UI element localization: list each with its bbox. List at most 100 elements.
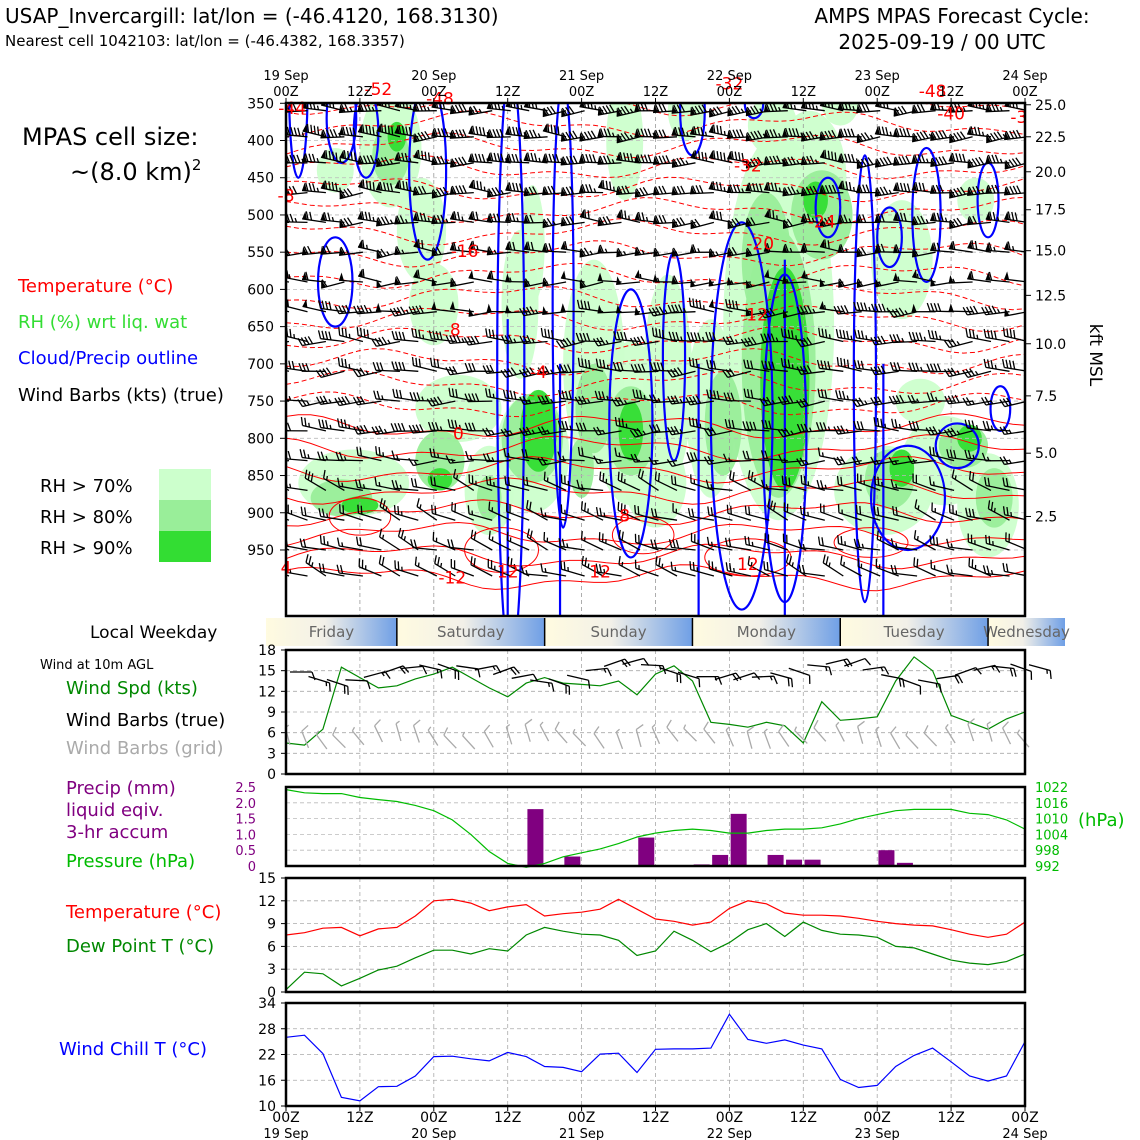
cs-barb-11-69-full-0 bbox=[685, 397, 691, 406]
cs-barb-1-63-full-3 bbox=[661, 103, 667, 112]
wind-barb-true-2-full-1 bbox=[343, 685, 346, 694]
cs-barb-8-63-full-3 bbox=[658, 306, 665, 315]
cs-barb-15-45-half-1 bbox=[544, 512, 547, 517]
cs-barb-3-18-full-1 bbox=[377, 157, 383, 166]
cs-barb-16-6-staff bbox=[302, 546, 326, 551]
cs-barb-3-36-full-4 bbox=[500, 153, 504, 163]
cs-barb-9-69-full-2 bbox=[693, 332, 698, 341]
cs-barb-10-33 bbox=[464, 362, 493, 372]
p-label-650: 650 bbox=[247, 320, 274, 336]
temp-label-13: -8 bbox=[444, 320, 461, 340]
cs-barb-9-75-half-3 bbox=[734, 339, 739, 344]
cs-barb-11-54-full-1 bbox=[598, 390, 602, 400]
kft-label-9: 2.5 bbox=[1035, 509, 1057, 525]
cs-barb-16-96-full-1 bbox=[857, 539, 861, 548]
cs-barb-12-72-full-2 bbox=[710, 426, 717, 435]
cs-barb-8-18-pennant-0 bbox=[375, 302, 381, 312]
cs-barb-6-102-full-1 bbox=[895, 244, 900, 253]
wind-barb-true-38-full-0 bbox=[1013, 668, 1017, 677]
cs-barb-8-78-half-1 bbox=[748, 310, 753, 316]
cs-barb-12-54-full-0 bbox=[592, 427, 599, 436]
cs-barb-9-6-staff bbox=[302, 340, 327, 347]
cs-barb-5-99-pennant-0 bbox=[874, 213, 880, 222]
cs-barb-1-111-full-3 bbox=[957, 103, 963, 112]
cs-barb-2-114-full-2 bbox=[973, 126, 978, 136]
cs-barb-10-60 bbox=[630, 363, 659, 373]
cs-barb-11-102 bbox=[888, 394, 918, 405]
cs-barb-17-111-half-1 bbox=[950, 569, 953, 574]
cs-barb-10-48-full-1 bbox=[560, 364, 565, 373]
cs-barb-1-102-full-2 bbox=[897, 106, 904, 115]
cs-barb-13-66 bbox=[666, 458, 696, 468]
cs-barb-11-48-full-1 bbox=[561, 390, 565, 399]
cs-barb-11-45-full-1 bbox=[541, 395, 547, 404]
cs-barb-0-66-half-3 bbox=[683, 82, 685, 86]
cs-barb-3-15-full-3 bbox=[366, 155, 372, 164]
cs-barb-2-3-full-1 bbox=[286, 126, 291, 136]
cs-barb-7-18-pennant-0 bbox=[376, 279, 382, 288]
cs-barb-5-12-pennant-0 bbox=[339, 219, 345, 228]
cs-barb-16-114-full-0 bbox=[967, 533, 970, 543]
cs-barb-15-42-full-0 bbox=[526, 499, 529, 509]
cs-barb-11-93-half-3 bbox=[846, 395, 849, 400]
wind-ylabel-0: 0 bbox=[267, 767, 276, 783]
cs-barb-0-114-full-2 bbox=[974, 77, 978, 85]
cs-barb-1-24-full-3 bbox=[422, 103, 427, 112]
cs-barb-9-93-full-2 bbox=[842, 330, 846, 339]
cs-barb-3-27-full-2 bbox=[436, 155, 442, 165]
cs-barb-9-39-staff bbox=[505, 340, 530, 345]
cs-barb-2-99-half-4 bbox=[889, 131, 892, 137]
cs-barb-5-45-pennant-0 bbox=[542, 219, 548, 228]
cs-barb-4-87-full-3 bbox=[809, 186, 815, 195]
cs-barb-9-114 bbox=[965, 328, 992, 343]
top-hour-4: 00Z bbox=[569, 85, 595, 100]
cs-barb-4-69-full-3 bbox=[698, 184, 704, 194]
cs-barb-0-30-full-2 bbox=[455, 84, 460, 92]
cs-barb-0-24-pennant-0 bbox=[412, 84, 418, 93]
cs-barb-2-42-full-2 bbox=[529, 129, 534, 139]
cs-barb-4-72-full-1 bbox=[712, 181, 716, 190]
cs-barb-16-102-full-0 bbox=[890, 538, 894, 547]
wind-barb-grid-28 bbox=[794, 726, 808, 744]
cs-barb-9-105-full-0 bbox=[908, 331, 913, 341]
cs-barb-4-51-full-2 bbox=[585, 184, 590, 193]
cs-barb-10-48-full-0 bbox=[556, 364, 562, 374]
wind-ylabel-1: 3 bbox=[267, 746, 276, 762]
cs-barb-10-57-full-0 bbox=[612, 361, 617, 371]
cs-barb-17-114-full-0 bbox=[968, 557, 971, 567]
cs-barb-8-81-full-0 bbox=[759, 310, 766, 319]
wind-barb-grid-35-staff bbox=[923, 732, 938, 747]
cs-barb-13-75-half-1 bbox=[728, 457, 732, 462]
cs-barb-1-69-full-1 bbox=[691, 106, 697, 115]
cs-barb-8-69-full-3 bbox=[699, 300, 702, 309]
cs-barb-1-81-full-3 bbox=[772, 103, 778, 112]
cs-barb-11-75-full-1 bbox=[726, 392, 732, 401]
cs-barb-6-90-pennant-0 bbox=[819, 239, 825, 248]
bottom-date-6: 22 Sep bbox=[707, 1127, 752, 1140]
top-date-6: 22 Sep bbox=[707, 69, 752, 84]
cs-barb-1-12-half-3 bbox=[349, 107, 353, 112]
cs-barb-15-33-half-1 bbox=[471, 510, 474, 515]
cs-barb-12-54 bbox=[592, 426, 622, 436]
wind-barb-grid-15 bbox=[554, 721, 568, 744]
cs-barb-0-84-full-1 bbox=[785, 81, 788, 89]
cs-barb-11-54-full-2 bbox=[601, 391, 606, 400]
cs-barb-13-12 bbox=[335, 451, 363, 462]
cs-barb-17-90-full-0 bbox=[822, 554, 826, 563]
cs-barb-8-9-full-0 bbox=[318, 300, 322, 309]
cs-barb-3-12-full-2 bbox=[347, 150, 350, 160]
cs-barb-10-42-staff bbox=[524, 370, 548, 378]
cs-barb-16-102 bbox=[890, 538, 918, 551]
cs-barb-16-12-full-0 bbox=[336, 537, 340, 547]
cs-barb-10-21-full-0 bbox=[391, 361, 395, 370]
cs-barb-5-30-staff bbox=[449, 218, 474, 224]
temp-label-10: -20 bbox=[746, 235, 774, 255]
cs-barb-8-111-pennant-0 bbox=[948, 303, 954, 312]
cs-barb-1-6-full-3 bbox=[312, 103, 316, 110]
cs-barb-12-81-full-1 bbox=[764, 420, 769, 429]
cs-barb-9-54-half-3 bbox=[605, 339, 609, 345]
temp-label-0: -52 bbox=[364, 80, 392, 100]
cs-barb-5-111 bbox=[949, 217, 973, 230]
cs-barb-9-27-full-0 bbox=[428, 330, 433, 339]
cs-barb-8-90-pennant-0 bbox=[819, 300, 825, 310]
